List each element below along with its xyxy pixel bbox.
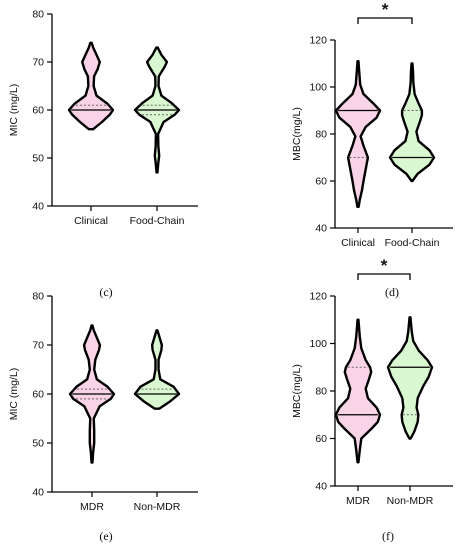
violin-mdr [334,318,382,464]
y-tick-label: 40 [32,487,44,499]
y-axis-title: MBC(mg/L) [291,364,303,418]
y-tick-label: 70 [32,57,44,69]
panel-letter: (d) [385,285,399,299]
y-tick-label: 60 [32,389,44,401]
significance-star: * [382,0,389,19]
y-tick-label: 50 [32,153,44,165]
y-tick-label: 70 [32,340,44,352]
chart-panel-bottom-right: 40 60 80 100 120 MDR Non-MDR MBC(mg/L) * (f) [291,256,453,543]
y-axis-title: MBC(mg/L) [291,107,303,161]
x-tick-label: Non-MDR [134,501,181,513]
y-tick-label: 80 [32,291,44,303]
y-axis-title: MIC (mg/L) [8,368,20,421]
x-tick-label: Food-Chain [385,237,440,249]
chart-panel-top-right: 40 60 80 100 120 Clinical Food-Chain MBC(mg/L) *… [291,0,453,299]
y-tick-label: 40 [315,223,327,235]
x-tick-label: Non-MDR [387,495,434,507]
violin-clinical [334,59,382,209]
y-tick-label: 80 [32,9,44,21]
y-tick-label: 100 [309,82,327,94]
x-tick-label: Food-Chain [130,215,185,227]
x-tick-label: Clinical [74,215,108,227]
panel-letter: (f) [382,529,394,543]
significance-star: * [381,256,388,275]
violin-clinical [67,41,115,131]
y-tick-label: 50 [32,438,44,450]
violin-non-mdr [133,329,181,410]
chart-panel-top-left: 40 50 60 70 80 Clinical Food-Chain MIC (mg/L) (c… [8,9,198,299]
y-axis-title: MIC (mg/L) [8,84,20,137]
panel-letter: (e) [99,529,112,543]
y-tick-label: 60 [32,105,44,117]
violin-non-mdr [386,316,434,440]
y-tick-label: 100 [309,338,327,350]
x-tick-label: MDR [80,501,104,513]
x-tick-label: Clinical [341,237,375,249]
y-tick-label: 60 [315,433,327,445]
panel-letter: (c) [99,285,112,299]
y-tick-label: 40 [315,481,327,493]
y-tick-label: 40 [32,201,44,213]
significance-bracket [357,273,411,280]
x-tick-label: MDR [346,495,370,507]
y-tick-label: 80 [315,386,327,398]
significance-bracket [357,17,413,24]
y-tick-label: 80 [315,129,327,141]
y-tick-label: 120 [309,291,327,303]
chart-panel-bottom-left: 40 50 60 70 80 MDR Non-MDR MIC (mg/L) (e) [8,291,198,543]
y-tick-label: 120 [309,35,327,47]
y-tick-label: 60 [315,176,327,188]
violin-food-chain [388,62,436,183]
